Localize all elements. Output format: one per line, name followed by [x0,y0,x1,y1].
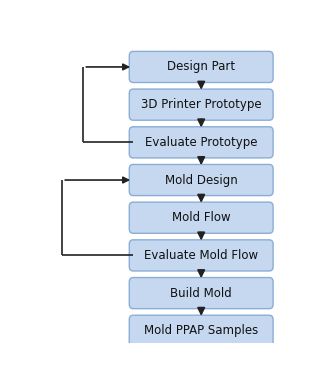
FancyBboxPatch shape [129,315,273,346]
FancyBboxPatch shape [129,240,273,271]
FancyBboxPatch shape [129,278,273,309]
Text: Mold PPAP Samples: Mold PPAP Samples [144,324,258,337]
FancyBboxPatch shape [129,51,273,82]
FancyBboxPatch shape [129,164,273,196]
Text: Evaluate Mold Flow: Evaluate Mold Flow [144,249,258,262]
FancyBboxPatch shape [129,127,273,158]
Text: Design Part: Design Part [167,60,235,74]
FancyBboxPatch shape [129,89,273,120]
Text: Build Mold: Build Mold [170,286,232,300]
Text: Mold Flow: Mold Flow [172,211,230,224]
Text: 3D Printer Prototype: 3D Printer Prototype [141,98,261,111]
FancyBboxPatch shape [129,202,273,233]
Text: Mold Design: Mold Design [165,174,237,186]
Text: Evaluate Prototype: Evaluate Prototype [145,136,258,149]
